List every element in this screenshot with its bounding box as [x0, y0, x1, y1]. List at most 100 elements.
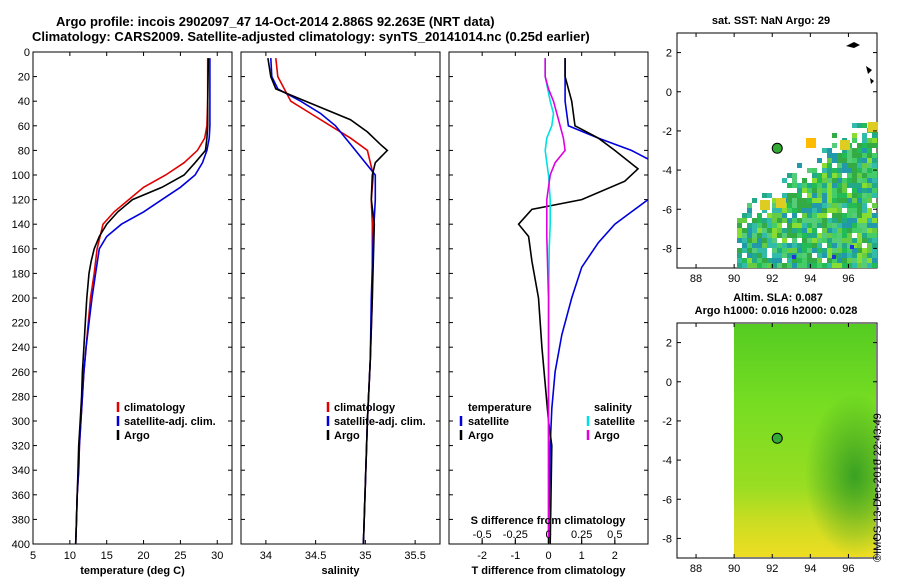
- sst-cell: [852, 208, 857, 213]
- sst-cell: [797, 188, 802, 193]
- sst-cell: [827, 233, 832, 238]
- sst-cell: [837, 198, 842, 203]
- diff-xlabel-top: S difference from climatology: [471, 515, 627, 527]
- sst-cell: [852, 153, 857, 158]
- sst-cell: [777, 228, 782, 233]
- sst-cell: [837, 153, 842, 158]
- sst-cell: [852, 193, 857, 198]
- depth-tick-label: 220: [12, 318, 30, 330]
- sst-cell: [827, 158, 832, 163]
- diff-legend-label: Argo: [594, 430, 620, 442]
- sst-cell: [812, 248, 817, 253]
- sst-cell: [792, 243, 797, 248]
- sst-cell: [867, 208, 872, 213]
- sst-cell: [872, 238, 877, 243]
- sst-cell: [847, 163, 852, 168]
- sst-cell: [827, 173, 832, 178]
- sst-cell: [867, 233, 872, 238]
- sst-cell: [792, 198, 797, 203]
- sst-map-title: sat. SST: NaN Argo: 29: [712, 15, 830, 27]
- sst-cell: [857, 238, 862, 243]
- sla-map-panel: Altim. SLA: 0.087 Argo h1000: 0.016 h200…: [662, 292, 878, 575]
- sst-cell: [747, 263, 752, 268]
- sst-cell: [776, 198, 786, 208]
- difference-line-satellite: [547, 198, 648, 544]
- sst-cell: [857, 203, 862, 208]
- sst-cell: [867, 218, 872, 223]
- sst-cell: [862, 213, 867, 218]
- sst-cell: [762, 233, 767, 238]
- sst-cell: [837, 248, 842, 253]
- sst-cell: [792, 263, 797, 268]
- sst-cell: [817, 188, 822, 193]
- difference-line-sal_argo: [544, 58, 566, 544]
- sst-cell: [857, 218, 862, 223]
- sst-cell: [782, 233, 787, 238]
- sst-cell: [802, 263, 807, 268]
- sst-cell: [862, 263, 867, 268]
- sst-cell: [857, 198, 862, 203]
- depth-tick-label: 240: [12, 342, 30, 354]
- sst-cell: [842, 183, 847, 188]
- diff-top-tick-label: 0: [545, 529, 551, 541]
- sst-cell: [847, 153, 852, 158]
- sst-cell: [852, 163, 857, 168]
- sst-cell: [787, 193, 792, 198]
- sst-cell: [847, 178, 852, 183]
- sst-cell: [812, 263, 817, 268]
- sst-cell: [832, 198, 837, 203]
- sst-axes: 88 90 92 94 96 2 0 -2 -4 -6 -8: [662, 33, 877, 285]
- sst-cell: [832, 183, 837, 188]
- sst-cell: [817, 263, 822, 268]
- sst-cell: [852, 188, 857, 193]
- difference-series-group: [517, 58, 648, 544]
- sst-cell: [767, 218, 772, 223]
- sst-cell: [852, 243, 857, 248]
- sst-cell: [777, 233, 782, 238]
- sst-cell: [817, 158, 822, 163]
- sst-cell: [852, 253, 857, 258]
- sst-cell: [872, 153, 877, 158]
- sst-cell: [867, 253, 872, 258]
- sst-cell: [742, 243, 747, 248]
- sst-cell: [872, 248, 877, 253]
- sst-cell: [777, 208, 782, 213]
- depth-tick-label: 380: [12, 514, 30, 526]
- sst-cell: [747, 203, 752, 208]
- sla-argo-marker: [771, 432, 783, 444]
- sst-cell: [862, 173, 867, 178]
- sst-cell: [752, 233, 757, 238]
- sst-cell: [787, 248, 792, 253]
- sst-cell: [832, 243, 837, 248]
- sst-cell: [832, 133, 837, 138]
- sst-cell: [782, 228, 787, 233]
- sst-cell: [842, 148, 847, 153]
- sst-cell: [742, 238, 747, 243]
- sst-cell: [792, 255, 796, 259]
- sst-cell: [868, 122, 878, 132]
- sst-cell: [807, 263, 812, 268]
- sst-cell: [837, 213, 842, 218]
- sst-cell: [852, 168, 857, 173]
- sst-cell: [767, 243, 772, 248]
- sst-cell: [797, 193, 802, 198]
- sla-field-low: [734, 324, 876, 557]
- sst-cell: [762, 253, 767, 258]
- sst-cell: [767, 213, 772, 218]
- sst-cell: [862, 223, 867, 228]
- sst-cell: [792, 218, 797, 223]
- sst-cell: [862, 138, 867, 143]
- sst-cell: [757, 228, 762, 233]
- depth-tick-label: 180: [12, 268, 30, 280]
- sst-cell: [872, 218, 877, 223]
- sst-cell: [837, 173, 842, 178]
- sst-cell: [747, 208, 752, 213]
- sst-cell: [842, 168, 847, 173]
- sst-cell: [827, 168, 832, 173]
- sst-cell: [762, 258, 767, 263]
- sst-cell: [872, 253, 877, 258]
- sst-cell: [807, 258, 812, 263]
- difference-xtick-label: 0: [545, 550, 551, 562]
- sst-cell: [867, 148, 872, 153]
- sst-cell: [837, 203, 842, 208]
